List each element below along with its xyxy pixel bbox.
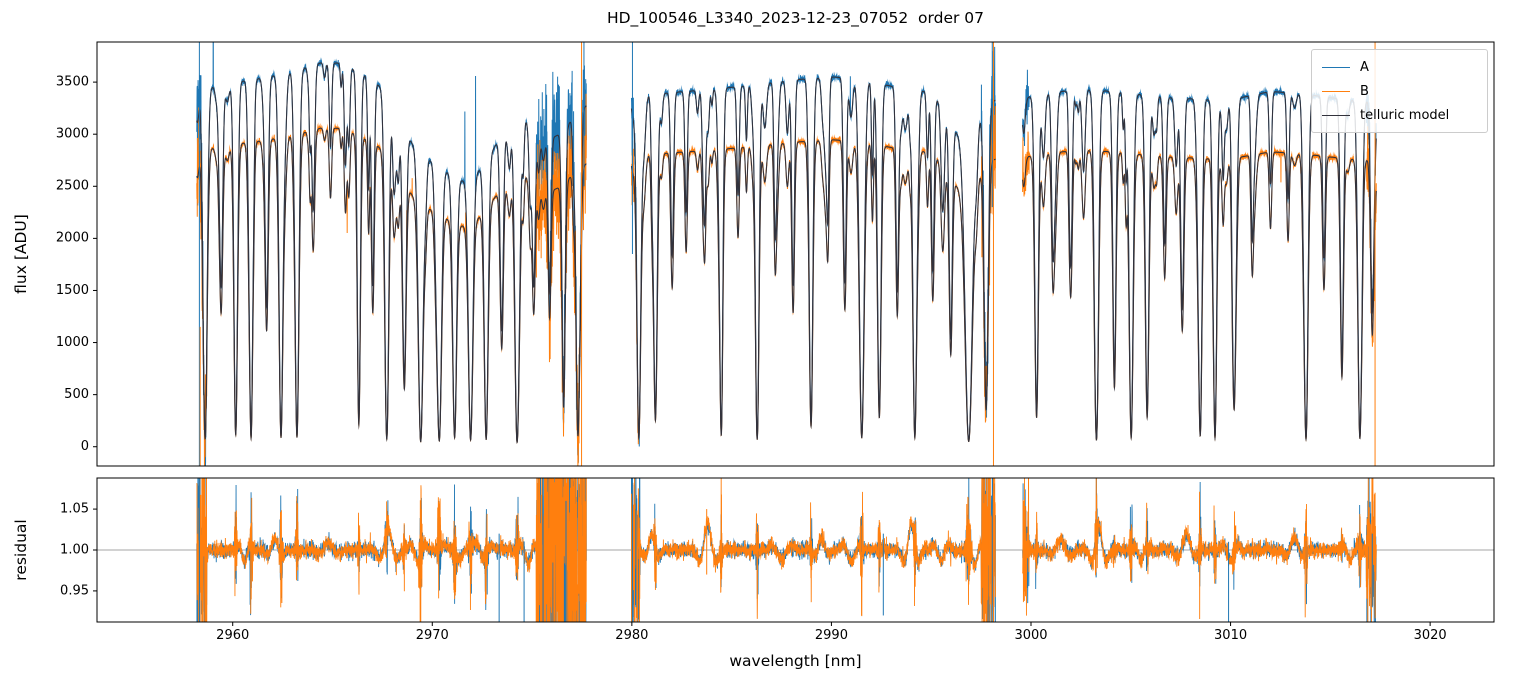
legend-line-b-icon [1322, 90, 1350, 92]
legend-item-b: B [1322, 79, 1477, 103]
legend-item-a: A [1322, 55, 1477, 79]
legend-label-a: A [1360, 59, 1369, 75]
legend: A B telluric model [1311, 49, 1488, 133]
legend-label-telluric-model: telluric model [1360, 107, 1450, 123]
plot-title: HD_100546_L3340_2023-12-23_07052 order 0… [606, 9, 985, 27]
legend-line-a-icon [1322, 66, 1350, 68]
residual-axis-label: residual [12, 519, 30, 581]
flux-axis-label: flux [ADU] [12, 214, 30, 294]
legend-line-telluric-model-icon [1322, 114, 1350, 116]
legend-item-telluric-model: telluric model [1322, 103, 1477, 127]
legend-label-b: B [1360, 83, 1369, 99]
wavelength-axis-label: wavelength [nm] [729, 652, 862, 670]
